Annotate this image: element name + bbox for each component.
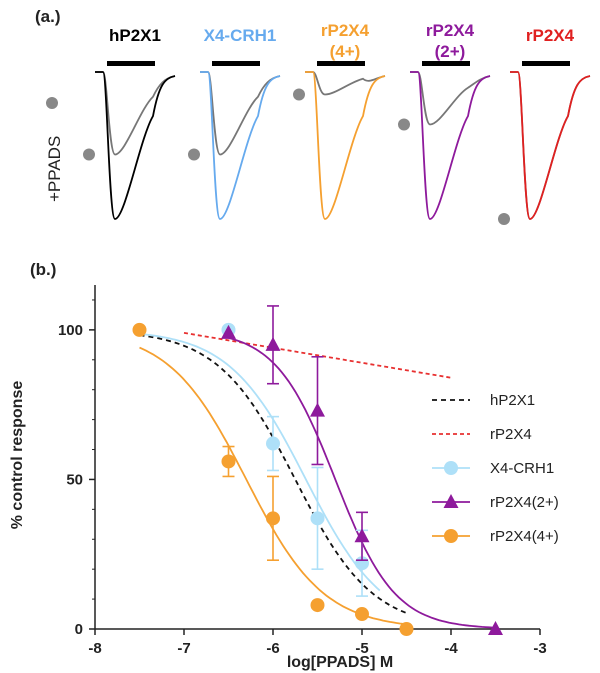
data-point-rP2X4(2+): [310, 402, 325, 417]
data-point-rP2X4(4+): [355, 607, 369, 622]
x-tick-label: -8: [88, 640, 101, 657]
panel-b-label: (b.): [30, 260, 56, 279]
data-point-rP2X4(2+): [265, 336, 281, 351]
trace-title-1-0: X4-CRH1: [204, 26, 277, 45]
series-line-hP2X1: [139, 334, 407, 614]
ppads-peak-marker-icon: [498, 213, 510, 225]
legend-label: rP2X4(2+): [490, 494, 559, 511]
ppads-peak-marker-icon: [83, 148, 95, 161]
agonist-bar: [317, 61, 365, 66]
ppads-trace: [95, 71, 176, 156]
legend-label: X4-CRH1: [490, 460, 554, 477]
legend-marker: [443, 494, 459, 508]
ppads-marker-icon: [46, 97, 58, 109]
y-tick-label: 50: [66, 471, 83, 488]
y-tick-label: 100: [58, 322, 83, 339]
trace-title-4-0: rP2X4: [526, 26, 575, 45]
data-point-X4-CRH1: [266, 436, 280, 451]
control-trace: [200, 71, 281, 220]
legend-label: hP2X1: [490, 392, 535, 409]
ppads-trace: [510, 71, 591, 220]
data-point-rP2X4(2+): [488, 621, 503, 635]
data-point-rP2X4(2+): [221, 324, 236, 339]
data-point-rP2X4(4+): [221, 454, 236, 469]
trace-title-0-0: hP2X1: [109, 26, 161, 45]
legend-marker: [444, 529, 458, 543]
trace-panel-0: hP2X1: [83, 26, 176, 220]
legend-label: rP2X4: [490, 426, 532, 443]
ppads-peak-marker-icon: [293, 88, 305, 101]
control-trace: [95, 71, 176, 220]
trace-title-3-0: rP2X4: [426, 21, 475, 40]
agonist-bar: [107, 61, 155, 66]
legend-item: hP2X1: [432, 392, 535, 409]
agonist-bar: [422, 61, 470, 66]
side-label-group: +PPADS: [45, 97, 64, 202]
trace-title-3-1: (2+): [435, 42, 466, 61]
ppads-peak-marker-icon: [188, 148, 200, 161]
data-point-rP2X4(4+): [310, 598, 325, 613]
data-point-rP2X4(2+): [354, 528, 370, 543]
trace-panel-4: rP2X4: [498, 26, 591, 225]
ppads-trace: [410, 71, 491, 126]
legend-item: rP2X4: [432, 426, 532, 443]
plot-area: -8 -7 -6 -5 -4 -3 0 50 100: [58, 285, 547, 657]
agonist-bar: [522, 61, 570, 66]
x-tick-label: -3: [533, 640, 546, 657]
trace-title-2-1: (4+): [330, 42, 361, 61]
data-point-rP2X4(4+): [399, 622, 414, 636]
x-tick-label: -7: [177, 640, 190, 657]
trace-panel-2: rP2X4 (4+): [293, 21, 386, 220]
data-point-rP2X4(4+): [132, 322, 147, 337]
ppads-trace: [305, 71, 386, 96]
x-tick-label: -4: [444, 640, 458, 657]
data-point-X4-CRH1: [310, 511, 325, 526]
x-axis-title: log[PPADS] M: [287, 654, 393, 671]
data-point-rP2X4(4+): [266, 511, 280, 526]
control-trace: [410, 71, 491, 220]
legend-label: rP2X4(4+): [490, 528, 559, 545]
series-line-X4-CRH1: [139, 333, 381, 592]
trace-panel-1: X4-CRH1: [188, 26, 281, 220]
control-trace: [305, 71, 386, 220]
y-tick-label: 0: [75, 621, 83, 638]
panel-a: hP2X1 X4-CRH1 rP2X4 (4+) rP2X4 (2+) rP2X4: [83, 21, 591, 225]
ppads-peak-marker-icon: [398, 118, 410, 131]
trace-panel-3: rP2X4 (2+): [398, 21, 491, 220]
x-tick-label: -5: [355, 640, 368, 657]
legend: hP2X1 rP2X4 X4-CRH1 rP2X4(2+) rP2X4(4+): [432, 392, 559, 545]
legend-item: rP2X4(4+): [432, 528, 559, 545]
y-axis-title: % control response: [9, 381, 26, 530]
trace-title-2-0: rP2X4: [321, 21, 370, 40]
legend-item: X4-CRH1: [432, 460, 554, 477]
ppads-side-label: +PPADS: [45, 136, 64, 202]
control-trace: [510, 71, 591, 220]
series-line-rP2X4: [183, 331, 452, 379]
ppads-trace: [200, 71, 281, 156]
legend-item: rP2X4(2+): [432, 494, 559, 511]
panel-a-label: (a.): [35, 7, 61, 26]
x-tick-label: -6: [266, 640, 279, 657]
agonist-bar: [212, 61, 260, 66]
legend-marker: [444, 461, 458, 475]
